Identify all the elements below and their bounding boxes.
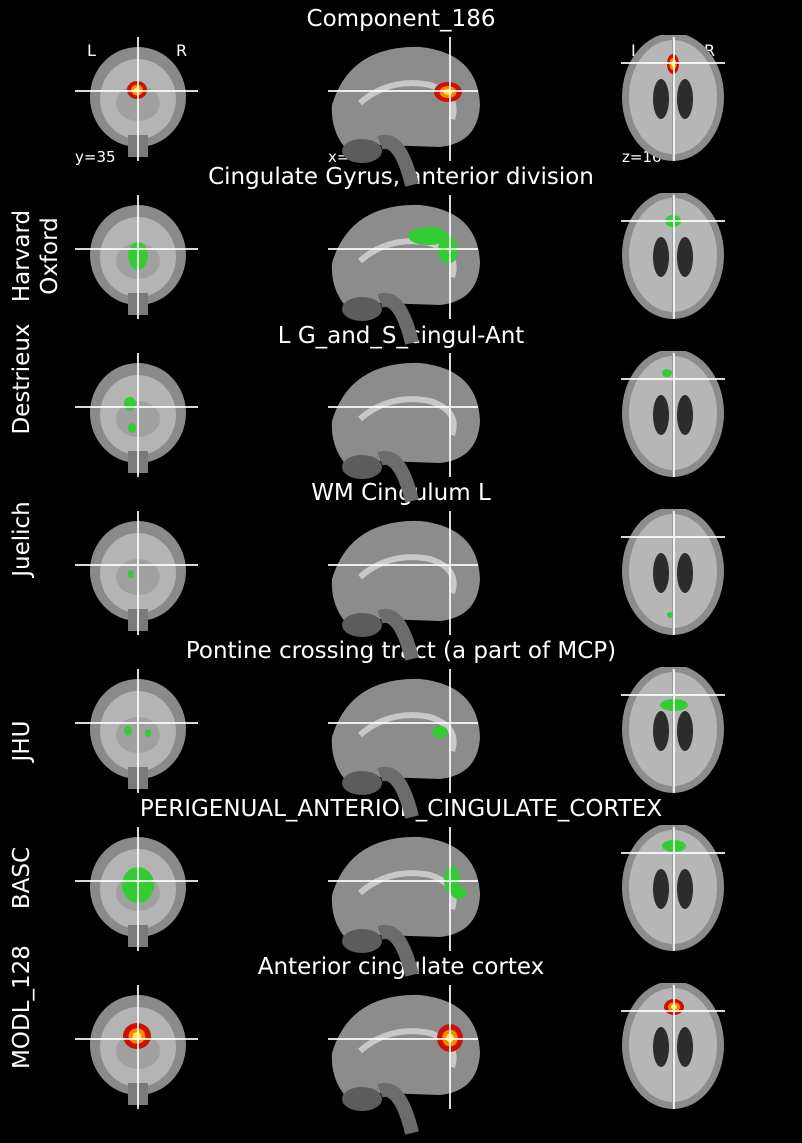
sagittal-slice xyxy=(331,678,480,819)
sagittal-overlay xyxy=(408,227,448,245)
sagittal-slice xyxy=(331,46,480,187)
coronal-overlay xyxy=(145,729,151,737)
sagittal-overlay xyxy=(432,726,448,738)
brain-row-6 xyxy=(75,983,725,1135)
coronal-overlay xyxy=(124,726,132,736)
brain-row-4 xyxy=(75,667,725,819)
sagittal-slice xyxy=(331,204,480,345)
crosshairs xyxy=(75,669,725,793)
crosshairs xyxy=(75,353,725,477)
orient-right-coronal: R xyxy=(176,41,188,60)
crosshairs xyxy=(75,511,725,635)
brain-row-1 xyxy=(75,193,725,345)
orient-left-axial: L xyxy=(631,41,640,60)
brain-row-3 xyxy=(75,509,725,661)
sagittal-overlay xyxy=(451,887,467,899)
brain-row-2 xyxy=(75,351,725,503)
sagittal-slice xyxy=(331,520,480,661)
orient-left-coronal: L xyxy=(87,41,96,60)
orient-right-axial: R xyxy=(704,41,716,60)
sagittal-slice xyxy=(331,362,480,503)
axial-overlay xyxy=(662,369,672,377)
crosshairs xyxy=(75,827,725,951)
coord-coronal: y=35 xyxy=(75,148,116,166)
title-row-0: Component_186 xyxy=(306,6,496,32)
crosshairs xyxy=(75,195,725,319)
coronal-overlay xyxy=(128,423,136,433)
crosshairs xyxy=(75,37,725,161)
brain-row-5 xyxy=(75,825,725,977)
brain-row-0 xyxy=(75,35,725,187)
crosshairs xyxy=(75,985,725,1109)
sagittal-slice xyxy=(331,836,480,977)
axial-overlay xyxy=(667,612,673,618)
sagittal-slice xyxy=(331,994,480,1135)
coronal-overlay xyxy=(128,570,134,578)
coronal-overlay xyxy=(124,397,136,411)
